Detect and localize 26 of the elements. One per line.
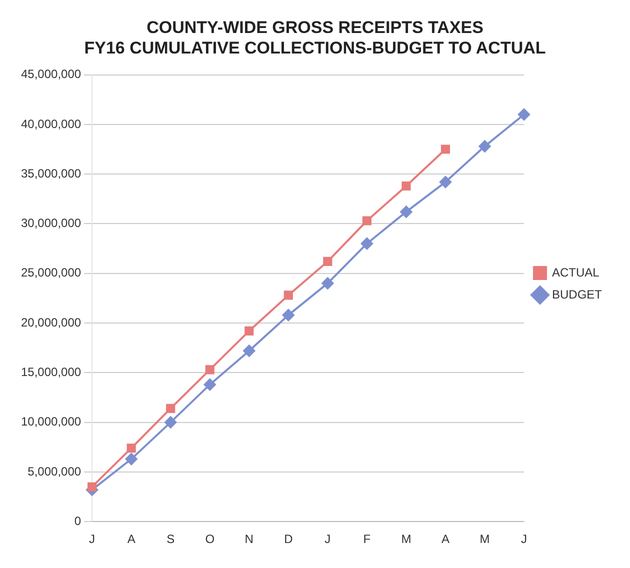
y-tick-label: 35,000,000 — [20, 166, 82, 180]
x-tick-label: A — [127, 532, 136, 546]
y-tick-label: 10,000,000 — [20, 414, 82, 429]
text: COUNTY-WIDE GROSS RECEIPTS TAXES — [146, 18, 484, 37]
x-tick-label: A — [441, 532, 450, 546]
x-tick-label: S — [166, 532, 175, 546]
text: FY16 CUMULATIVE COLLECTIONS-BUDGET TO ACTUAL — [84, 38, 546, 58]
x-tick-label: M — [480, 532, 490, 546]
x-tick-label: M — [401, 532, 412, 546]
x-tick-label: N — [244, 532, 254, 546]
x-tick-label: F — [363, 532, 371, 546]
x-tick-label: O — [205, 532, 215, 546]
x-tick-label: D — [284, 532, 294, 546]
y-tick-label: 30,000,000 — [20, 216, 82, 230]
y-tick-label: 45,000,000 — [20, 67, 82, 82]
y-tick-label: 15,000,000 — [20, 364, 82, 379]
legend-label: ACTUAL — [552, 265, 600, 280]
y-tick-label: 20,000,000 — [20, 315, 82, 330]
y-tick-label: 0 — [74, 514, 82, 528]
legend-label: BUDGET — [552, 287, 603, 302]
y-tick-label: 25,000,000 — [20, 266, 82, 280]
x-tick-label: J — [520, 532, 527, 546]
y-tick-label: 5,000,000 — [28, 464, 82, 478]
x-tick-label: J — [89, 532, 96, 546]
y-tick-label: 40,000,000 — [20, 116, 82, 131]
x-tick-label: J — [324, 532, 331, 546]
